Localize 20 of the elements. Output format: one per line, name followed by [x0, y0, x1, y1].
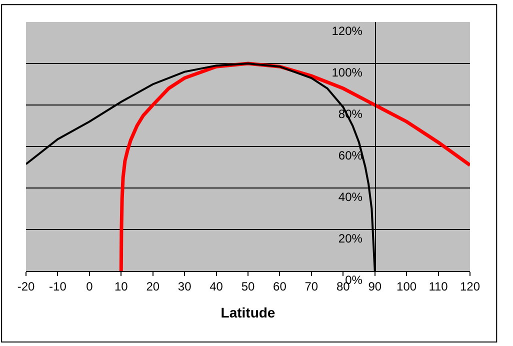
x-tick-label: -10	[49, 279, 67, 294]
x-tick-label: 60	[273, 279, 287, 294]
x-tick-label: 100	[396, 279, 417, 294]
x-tick-label: 50	[241, 279, 255, 294]
y-tick-label: 120%	[332, 24, 363, 38]
y-tick-label: 100%	[332, 66, 363, 80]
x-tick-label: 120	[460, 279, 480, 294]
x-tick-label: 20	[146, 279, 160, 294]
x-tick-label: 70	[304, 279, 318, 294]
x-axis-title: Latitude	[220, 304, 276, 321]
x-tick-label: 30	[178, 279, 192, 294]
x-tick-label: -20	[17, 279, 35, 294]
x-tick-label: 0	[86, 279, 94, 294]
x-tick-label: 40	[210, 279, 224, 294]
x-tick-label: 90	[368, 279, 382, 294]
y-tick-label: 20%	[338, 232, 363, 246]
y-tick-label: 60%	[338, 148, 363, 163]
y-tick-label: 40%	[338, 190, 363, 204]
x-tick-label: 10	[114, 279, 128, 294]
x-tick-label: 110	[428, 279, 448, 294]
